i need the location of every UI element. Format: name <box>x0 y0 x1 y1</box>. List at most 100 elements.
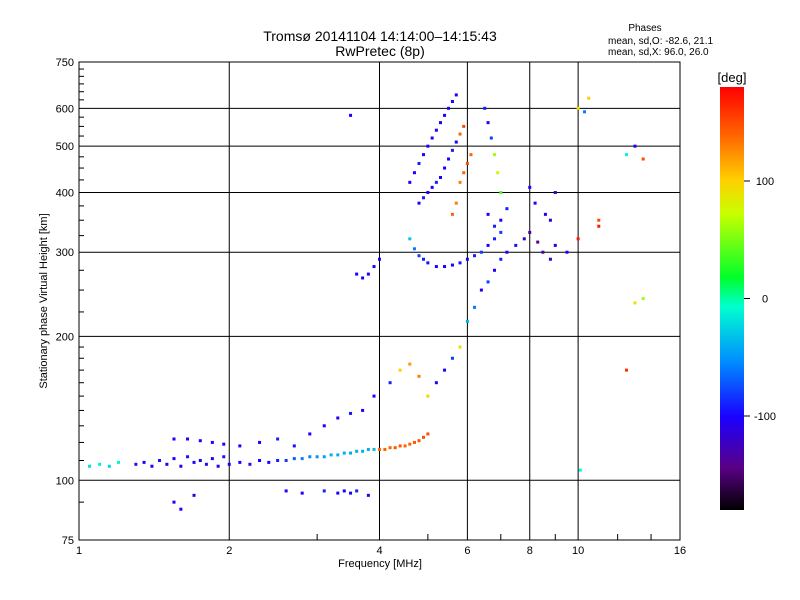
data-point <box>165 462 169 466</box>
data-point <box>292 457 296 461</box>
data-point <box>421 196 425 200</box>
data-point <box>308 455 312 459</box>
data-point <box>117 460 121 464</box>
data-point <box>258 458 262 462</box>
data-point <box>292 444 296 448</box>
data-point <box>450 356 454 360</box>
data-point <box>238 460 242 464</box>
y-tick-label: 500 <box>56 141 74 153</box>
data-point <box>458 261 462 265</box>
data-point <box>198 439 202 443</box>
data-point <box>426 432 430 436</box>
data-point <box>462 124 466 128</box>
data-point <box>227 462 231 466</box>
colorbar: [deg] 100 0 -100 <box>718 70 776 510</box>
data-point <box>543 212 547 216</box>
data-point <box>499 190 503 194</box>
data-point <box>355 449 359 453</box>
data-point <box>505 250 509 254</box>
data-point <box>412 171 416 175</box>
data-point <box>465 319 469 323</box>
data-point <box>536 240 540 244</box>
data-point <box>412 247 416 251</box>
data-point <box>336 453 340 457</box>
data-point <box>150 464 154 468</box>
data-point <box>186 437 190 441</box>
data-point <box>434 128 438 132</box>
x-tick-label: 2 <box>226 545 232 557</box>
data-point <box>349 451 353 455</box>
data-point <box>514 243 518 247</box>
x-tick-label: 4 <box>376 545 382 557</box>
data-point <box>417 374 421 378</box>
data-point <box>496 171 500 175</box>
phases-label: Phases <box>628 23 661 34</box>
data-point <box>342 489 346 493</box>
data-point <box>434 381 438 385</box>
data-point <box>388 446 392 450</box>
data-point <box>355 489 359 493</box>
data-point <box>107 464 111 468</box>
data-point <box>426 144 430 148</box>
data-point <box>329 453 333 457</box>
colorbar-label: [deg] <box>718 70 747 85</box>
x-tick-label: 6 <box>464 545 470 557</box>
data-point <box>465 257 469 261</box>
data-point <box>576 237 580 241</box>
data-point <box>349 411 353 415</box>
data-point <box>366 493 370 497</box>
data-point <box>284 458 288 462</box>
data-point <box>300 457 304 461</box>
data-point <box>267 460 271 464</box>
data-point <box>383 447 387 451</box>
data-point <box>361 408 365 412</box>
data-point <box>417 201 421 205</box>
data-point <box>450 100 454 104</box>
data-point <box>134 462 138 466</box>
data-point <box>421 435 425 439</box>
x-tick-label: 10 <box>572 545 584 557</box>
data-point <box>366 272 370 276</box>
x-tick-label: 8 <box>527 545 533 557</box>
data-point <box>443 166 447 170</box>
data-point <box>443 265 447 269</box>
data-point <box>641 157 645 161</box>
data-point <box>528 230 532 234</box>
data-point <box>192 493 196 497</box>
data-point <box>624 368 628 372</box>
data-point <box>439 175 443 179</box>
data-point <box>472 254 476 258</box>
data-point <box>322 489 326 493</box>
data-point <box>361 276 365 280</box>
data-point <box>186 455 190 459</box>
data-point <box>533 201 537 205</box>
data-point <box>454 93 458 97</box>
data-point <box>216 464 220 468</box>
data-point <box>576 106 580 110</box>
data-point <box>528 185 532 189</box>
chart-title: Tromsø 20141104 14:14:00–14:15:43 <box>263 28 497 44</box>
data-point <box>408 237 412 241</box>
data-point <box>355 272 359 276</box>
data-point <box>597 218 601 222</box>
data-point <box>366 447 370 451</box>
y-axis-ticks: 75 100 200 300 400 500 600 750 <box>56 57 84 547</box>
data-point <box>421 153 425 157</box>
data-point <box>158 458 162 462</box>
gridlines <box>79 62 680 540</box>
data-point <box>276 437 280 441</box>
y-tick-label: 75 <box>62 535 74 547</box>
data-point <box>222 455 226 459</box>
x-axis-label: Frequency [MHz] <box>338 558 422 570</box>
data-point <box>443 113 447 117</box>
colorbar-gradient <box>720 87 744 510</box>
data-point <box>578 468 582 472</box>
data-point <box>372 447 376 451</box>
data-point <box>434 180 438 184</box>
data-point <box>587 96 591 100</box>
data-point <box>300 491 304 495</box>
data-point <box>210 440 214 444</box>
data-point <box>222 442 226 446</box>
data-point <box>486 243 490 247</box>
